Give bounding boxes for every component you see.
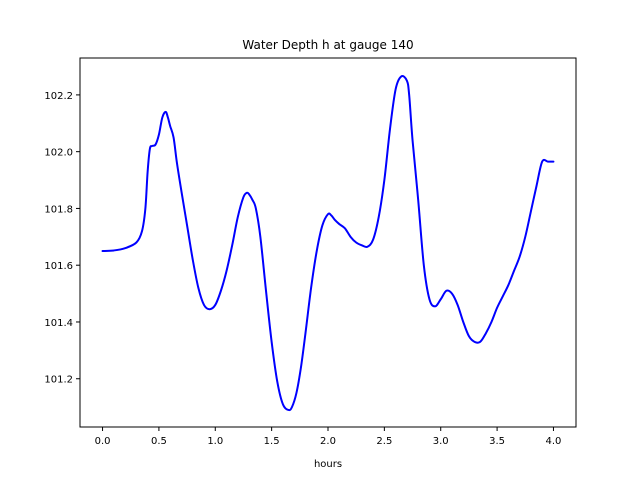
x-tick-label: 1.5 [264, 436, 280, 447]
y-tick-label: 101.8 [44, 204, 73, 215]
chart-title: Water Depth h at gauge 140 [242, 38, 413, 52]
x-axis-title: hours [314, 459, 342, 470]
y-axis-ticks: 101.2 101.4 101.6 101.8 102.0 102.2 [44, 91, 80, 386]
y-tick-label: 102.0 [44, 148, 73, 159]
x-tick-label: 3.0 [433, 436, 449, 447]
water-depth-line [101, 75, 555, 412]
plot-frame [79, 57, 577, 428]
x-tick-label: 4.0 [546, 436, 562, 447]
y-tick-label: 101.4 [44, 318, 73, 329]
x-tick-label: 0.0 [95, 436, 111, 447]
plot-area [80, 58, 576, 427]
x-tick-label: 1.0 [207, 436, 223, 447]
x-tick-label: 3.5 [489, 436, 505, 447]
x-tick-label: 2.0 [320, 436, 336, 447]
x-axis-ticks: 0.0 0.5 1.0 1.5 2.0 2.5 3.0 3.5 4.0 [95, 427, 562, 447]
x-tick-label: 2.5 [376, 436, 392, 447]
x-tick-label: 0.5 [151, 436, 167, 447]
y-tick-label: 102.2 [44, 91, 73, 102]
y-tick-label: 101.2 [44, 375, 73, 386]
y-tick-label: 101.6 [44, 261, 73, 272]
